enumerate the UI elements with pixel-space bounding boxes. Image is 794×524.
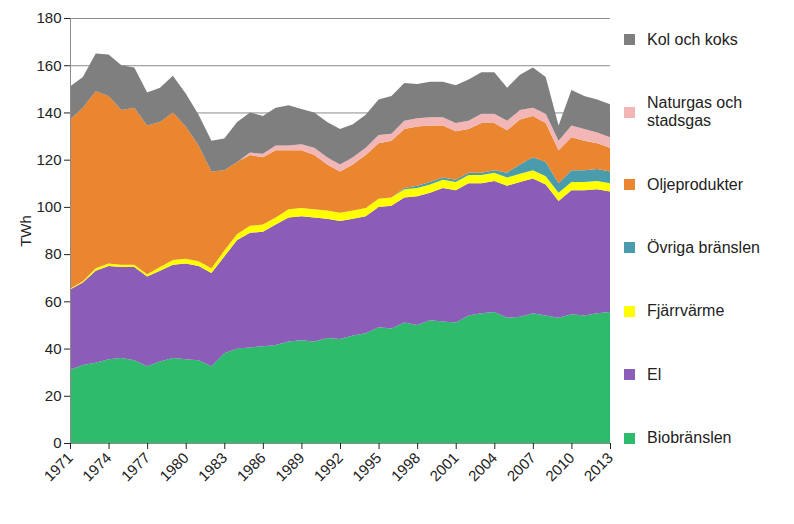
svg-text:2007: 2007 (503, 449, 539, 485)
html-text:Övriga bränslen: Övriga bränslen (647, 239, 760, 256)
svg-text:1986: 1986 (233, 449, 269, 485)
svg-text:1989: 1989 (272, 449, 308, 485)
svg-text:1974: 1974 (79, 449, 115, 485)
html-text:Oljeprodukter: Oljeprodukter (647, 175, 743, 193)
svg-text:1998: 1998 (388, 449, 424, 485)
svg-text:120: 120 (36, 151, 61, 168)
svg-text:100: 100 (36, 198, 61, 215)
html-text:Naturgas och stadsgas: Naturgas och stadsgas (647, 94, 743, 130)
svg-text:160: 160 (36, 57, 61, 74)
svg-text:1983: 1983 (195, 449, 231, 485)
html-text:Fjärrvärme: Fjärrvärme (647, 302, 725, 320)
svg-text:20: 20 (45, 387, 62, 404)
svg-text:1995: 1995 (349, 449, 385, 485)
svg-text:2010: 2010 (542, 449, 578, 485)
svg-text:0: 0 (53, 434, 61, 451)
html-text:Biobränslen: Biobränslen (647, 429, 732, 447)
html-text:Kol och koks: Kol och koks (647, 30, 738, 48)
svg-text:TWh: TWh (17, 215, 34, 247)
svg-text:180: 180 (36, 9, 61, 26)
svg-text:1980: 1980 (156, 449, 192, 485)
svg-text:1992: 1992 (310, 449, 346, 485)
svg-text:1971: 1971 (40, 449, 76, 485)
svg-text:2004: 2004 (465, 449, 501, 485)
svg-text:40: 40 (45, 340, 62, 357)
html-text:El: El (647, 365, 662, 383)
svg-text:80: 80 (45, 245, 62, 262)
svg-text:140: 140 (36, 104, 61, 121)
svg-text:2013: 2013 (580, 449, 616, 485)
svg-text:1977: 1977 (118, 449, 154, 485)
svg-text:60: 60 (45, 293, 62, 310)
svg-text:2001: 2001 (426, 449, 462, 485)
